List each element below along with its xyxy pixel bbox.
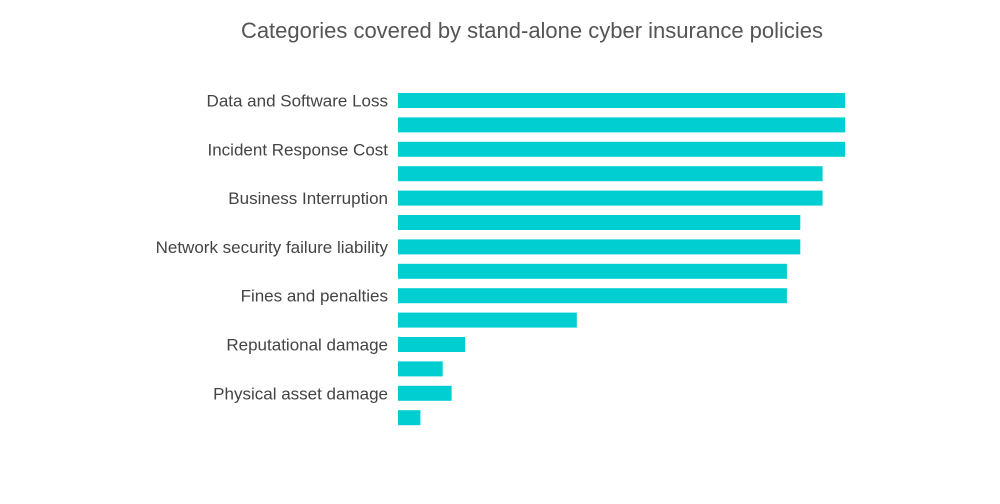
bar-12: [398, 385, 452, 401]
bar-13: [398, 410, 421, 426]
bar-1: [398, 117, 845, 133]
bars-group: [398, 93, 845, 426]
bar-3: [398, 166, 823, 182]
category-label-8: Fines and penalties: [241, 287, 388, 306]
bar-4: [398, 190, 823, 206]
bar-7: [398, 263, 787, 279]
bar-10: [398, 337, 466, 352]
bar-8: [398, 288, 787, 304]
bar-2: [398, 141, 845, 157]
category-label-4: Business Interruption: [228, 189, 388, 208]
category-label-12: Physical asset damage: [213, 384, 388, 403]
bar-11: [398, 361, 443, 377]
category-label-6: Network security failure liability: [156, 238, 389, 257]
bar-6: [398, 239, 801, 255]
bar-5: [398, 215, 801, 230]
bar-9: [398, 312, 577, 328]
category-label-0: Data and Software Loss: [207, 92, 388, 111]
category-labels: Data and Software Loss Incident Response …: [156, 92, 389, 404]
bar-0: [398, 93, 845, 108]
category-label-10: Reputational damage: [226, 336, 388, 355]
category-label-2: Incident Response Cost: [208, 140, 389, 159]
chart-title: Categories covered by stand-alone cyber …: [241, 18, 823, 43]
